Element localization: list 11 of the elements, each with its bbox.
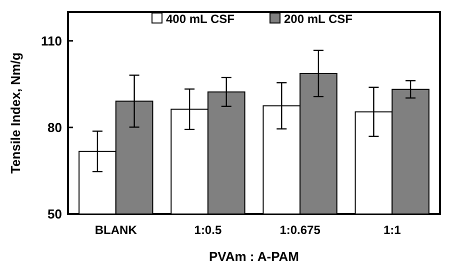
legend-label: 400 mL CSF	[166, 12, 234, 26]
legend-label: 200 mL CSF	[284, 12, 352, 26]
x-tick-label: 1:0.5	[194, 223, 222, 237]
x-tick-label: 1:1	[383, 223, 402, 237]
x-axis-title: PVAm : A-PAM	[208, 249, 300, 264]
y-tick-label: 80	[48, 120, 62, 135]
x-tick-label: BLANK	[94, 223, 138, 237]
y-tick-label: 110	[41, 33, 62, 48]
y-axis-title: Tensile Index, Nm/g	[8, 52, 23, 174]
y-tick-label: 50	[48, 206, 62, 222]
x-tick-label: 1:0.675	[280, 223, 321, 237]
